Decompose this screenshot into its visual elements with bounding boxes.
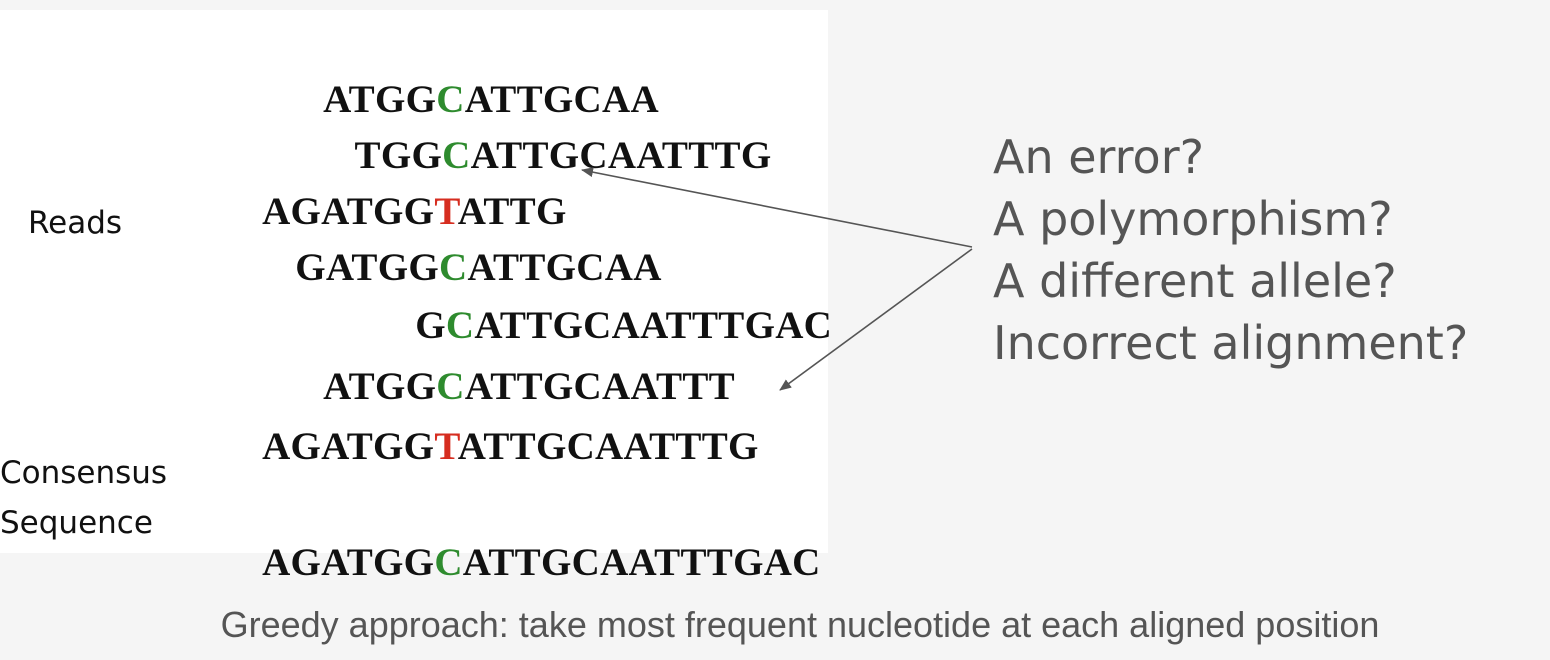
consensus-label: Consensus [0,455,168,491]
highlighted-base: C [436,78,465,121]
question-item: An error? [993,130,1205,184]
question-item: A polymorphism? [993,192,1393,246]
consensus-sequence: AGATGGCATTGCAATTTGAC [262,541,821,584]
read-sequence: GCATTGCAATTTGAC [415,304,833,347]
sequence-label: Sequence [0,505,153,541]
mismatch-base: T [434,425,458,468]
read-sequence: TGGCATTGCAATTTG [354,134,772,177]
alignment-panel: Reads ATGGCATTGCAA TGGCATTGCAATTTG AGATG… [0,10,832,582]
highlighted-base: C [442,134,471,177]
read-sequence: AGATGGTATTGCAATTTG [262,425,759,468]
reads-label: Reads [28,205,123,241]
highlighted-base: C [445,304,475,347]
arrow-to-read-7 [779,248,973,391]
read-sequence: ATGGCATTGCAA [323,78,659,121]
read-sequence: GATGGCATTGCAA [295,246,662,289]
highlighted-base: C [434,541,463,584]
read-sequence: AGATGGTATTG [262,190,567,233]
highlighted-base: C [439,246,468,289]
question-list: An error? A polymorphism? A different al… [993,126,1468,374]
caption: Greedy approach: take most frequent nucl… [220,604,1380,645]
arrow-to-read-3 [581,167,973,248]
question-item: Incorrect alignment? [993,316,1469,370]
read-sequence: ATGGCATTGCAATTT [323,365,735,408]
mismatch-base: T [434,190,458,233]
question-item: A different allele? [993,254,1397,308]
highlighted-base: C [436,365,465,408]
